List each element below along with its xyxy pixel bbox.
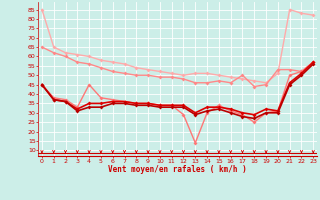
- X-axis label: Vent moyen/en rafales ( km/h ): Vent moyen/en rafales ( km/h ): [108, 165, 247, 174]
